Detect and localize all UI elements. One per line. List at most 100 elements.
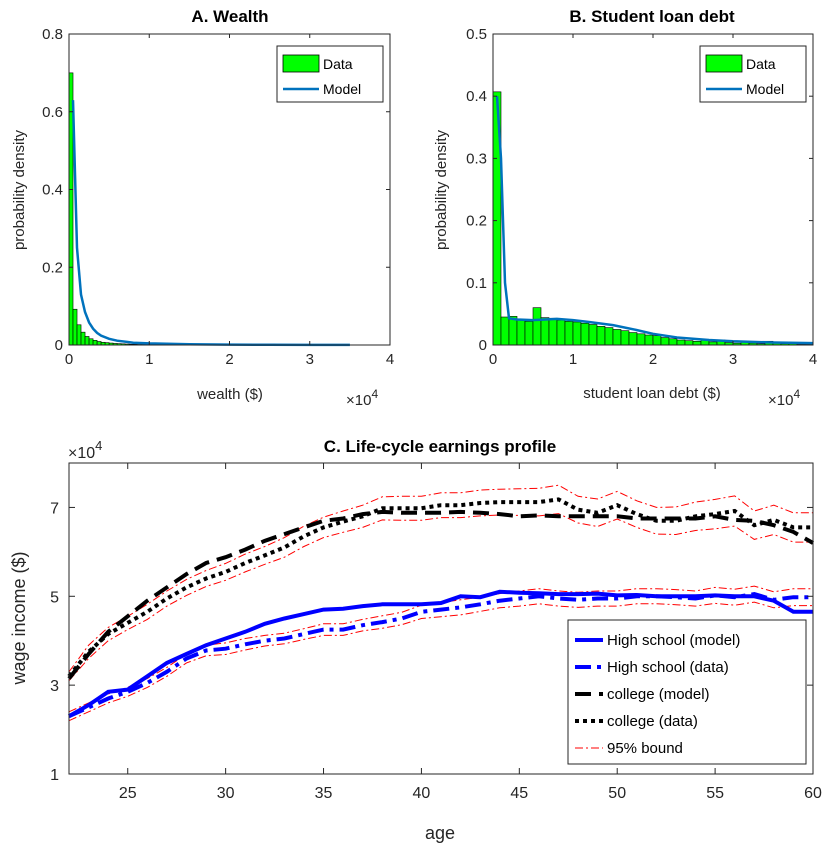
panel-c-y-tick-label: 7 — [50, 500, 59, 517]
panel-c-y-exponent: ×104 — [68, 438, 102, 462]
panel-c-y-ticks: 1 3 5 7 — [50, 500, 813, 784]
panel-b-data-bar — [620, 330, 630, 346]
panel-b-legend: Data Model — [699, 45, 807, 103]
series-line — [67, 497, 813, 678]
panel-b-data-bar — [516, 319, 526, 346]
panel-b-data-bar — [524, 321, 534, 346]
panel-b-legend-data-label: Data — [746, 56, 776, 72]
panel-b-data-bar — [676, 339, 686, 346]
panel-c-x-tick-label: 25 — [119, 785, 137, 802]
panel-c-x-ticks: 25 30 35 40 45 50 55 60 — [119, 463, 822, 802]
panel-a-data-bar — [76, 324, 82, 346]
panel-b-data-bar — [652, 335, 662, 346]
panel-c-title: C. Life-cycle earnings profile — [324, 437, 556, 456]
panel-b-title: B. Student loan debt — [569, 7, 735, 26]
series-95-bound-hs_upper — [68, 585, 813, 713]
panel-a-data-bar — [80, 331, 86, 346]
panel-b-x-tick-label: 1 — [569, 351, 577, 368]
panel-b-x-exponent: ×104 — [768, 387, 800, 409]
series-95-bound-col_upper — [68, 484, 813, 673]
panel-b-data-bar — [556, 319, 566, 346]
panel-b-model-line — [495, 96, 814, 345]
panel-b-data-bar — [508, 316, 518, 346]
panel-b-x-label: student loan debt ($) — [583, 385, 721, 402]
panel-c-y-label: wage income ($) — [9, 551, 29, 685]
panel-b-x-ticks: 0 1 2 3 4 — [489, 34, 817, 368]
panel-c-earnings: C. Life-cycle earnings profile ×104 25 30… — [9, 437, 822, 843]
panel-a-y-label: probability density — [11, 129, 28, 250]
panel-b-data-bar — [628, 332, 638, 346]
panel-a-y-tick-label: 0 — [55, 337, 63, 354]
panel-c-axes-box — [68, 462, 814, 775]
panel-c-legend-label: High school (data) — [607, 659, 729, 676]
panel-a-legend-data-label: Data — [323, 56, 353, 72]
panel-c-legend-label: 95% bound — [607, 740, 683, 757]
panel-c-x-tick-label: 35 — [315, 785, 333, 802]
panel-a-x-exponent: ×104 — [346, 387, 378, 409]
panel-a-x-label: wealth ($) — [196, 386, 263, 403]
panel-c-x-tick-label: 60 — [804, 785, 822, 802]
panel-a-legend-data-swatch — [282, 54, 320, 73]
panel-b-x-tick-label: 4 — [809, 351, 817, 368]
panel-a-data-bar — [88, 338, 94, 346]
panel-b-data-bar — [692, 340, 702, 346]
panel-a-x-tick-label: 1 — [145, 351, 153, 368]
panel-b-y-tick-label: 0 — [479, 337, 487, 354]
panel-b-y-tick-label: 0.1 — [466, 275, 487, 292]
panel-b-student-loan: B. Student loan debt 0 1 2 3 4 0 0.1 0.2 0.3 0.4… — [433, 7, 817, 409]
panel-c-y-tick-label: 5 — [50, 589, 59, 606]
panel-a-x-tick-label: 0 — [65, 351, 73, 368]
panel-a-model-line — [71, 100, 350, 347]
panel-b-y-tick-label: 0.4 — [466, 88, 487, 105]
panel-b-data-bar — [668, 338, 678, 346]
panel-b-data-bar — [564, 321, 574, 346]
panel-b-x-tick-label: 3 — [729, 351, 737, 368]
panel-b-data-bar — [572, 321, 582, 346]
panel-a-legend: Data Model — [276, 45, 384, 103]
panel-a-data-bar — [92, 340, 98, 346]
panel-a-data-bar — [72, 308, 78, 346]
panel-c-legend-label: High school (model) — [607, 632, 740, 649]
panel-b-data-bar — [660, 337, 670, 346]
panel-b-data-bar — [500, 316, 510, 346]
panel-c-y-tick-label: 3 — [50, 678, 59, 695]
panel-a-y-tick-label: 0.4 — [42, 182, 63, 199]
panel-b-data-bar — [684, 340, 694, 346]
panel-c-legend-label: college (data) — [607, 713, 698, 730]
panel-c-legend-box — [567, 619, 807, 765]
panel-b-y-ticks: 0 0.1 0.2 0.3 0.4 0.5 — [466, 26, 813, 354]
panel-a-data-bar — [96, 341, 102, 346]
panel-c-x-label: age — [425, 823, 455, 843]
panel-b-data-bar — [596, 326, 606, 346]
panel-c-y-tick-label: 1 — [50, 767, 59, 784]
panel-b-data-bar — [532, 307, 542, 346]
panel-b-x-tick-label: 0 — [489, 351, 497, 368]
panel-a-x-tick-label: 4 — [386, 351, 394, 368]
panel-b-data-bar — [540, 317, 550, 346]
panel-b-y-tick-label: 0.2 — [466, 213, 487, 230]
series-95-bound-hs_lower — [68, 601, 813, 722]
panel-c-x-tick-label: 55 — [706, 785, 724, 802]
panel-a-y-ticks: 0 0.2 0.4 0.6 0.8 — [42, 26, 390, 354]
panel-c-x-tick-label: 40 — [413, 785, 431, 802]
panel-b-legend-data-swatch — [705, 54, 743, 73]
panel-b-y-label: probability density — [433, 129, 450, 250]
panel-a-x-tick-label: 3 — [306, 351, 314, 368]
panel-b-data-bar — [580, 322, 590, 346]
panel-c-x-tick-label: 50 — [608, 785, 626, 802]
panel-a-y-tick-label: 0.8 — [42, 26, 63, 43]
panel-c-legend-label: college (model) — [607, 686, 710, 703]
panel-c-x-tick-label: 45 — [510, 785, 528, 802]
panel-a-legend-model-label: Model — [323, 81, 361, 97]
panel-c-series — [67, 484, 814, 722]
panel-a-x-ticks: 0 1 2 3 4 — [65, 34, 394, 368]
panel-b-data-bar — [644, 334, 654, 346]
panel-a-data-bars — [68, 72, 150, 346]
panel-b-data-bar — [612, 329, 622, 346]
panel-b-data-bar — [604, 327, 614, 346]
panel-b-data-bars — [492, 91, 814, 346]
panel-a-x-tick-label: 2 — [225, 351, 233, 368]
series-line — [68, 592, 813, 719]
panel-c-x-tick-label: 30 — [217, 785, 235, 802]
